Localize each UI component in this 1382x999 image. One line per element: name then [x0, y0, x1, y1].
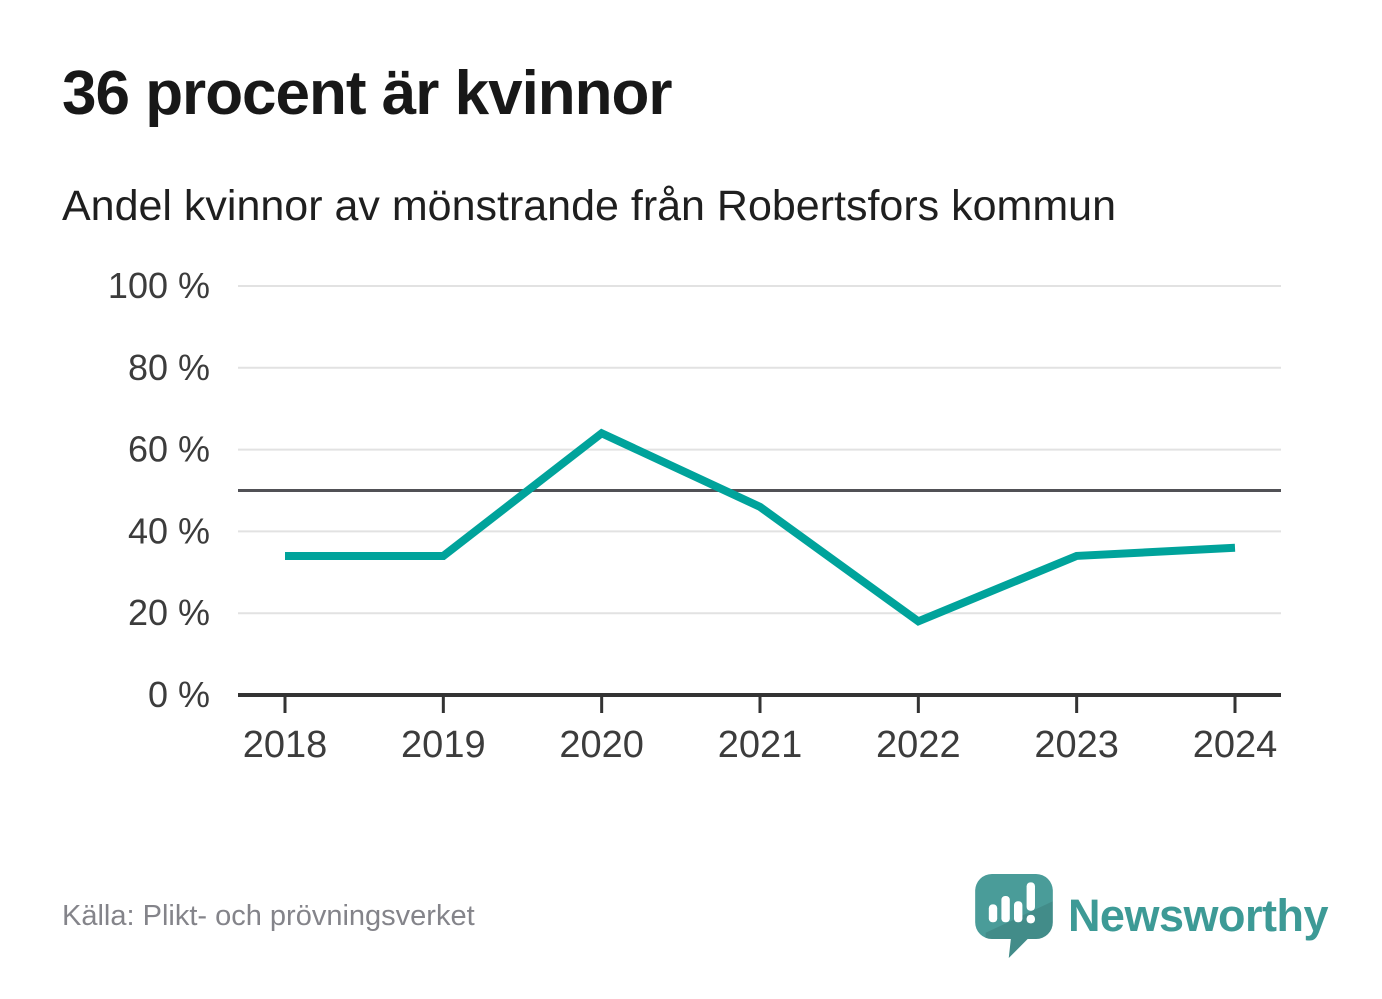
y-axis-tick-label: 60 %: [128, 429, 210, 470]
x-axis-tick-label: 2022: [876, 724, 961, 766]
newsworthy-speech-bubble-bar-chart-icon: [975, 873, 1053, 958]
data-line: [285, 428, 1236, 626]
x-axis-tick-label: 2019: [401, 724, 486, 766]
y-axis-tick-label: 20 %: [128, 592, 210, 633]
y-axis-tick-label: 100 %: [108, 265, 210, 306]
y-axis-tick-label: 0 %: [148, 674, 210, 715]
source-note: Källa: Plikt- och prövningsverket: [62, 899, 475, 932]
newsworthy-logo: Newsworthy: [975, 873, 1329, 959]
y-axis-tick-label: 80 %: [128, 347, 210, 388]
y-axis-tick-label: 40 %: [128, 510, 210, 551]
chart-footer: Källa: Plikt- och prövningsverket Newswo…: [62, 866, 1329, 966]
x-axis-tick-label: 2018: [243, 724, 328, 766]
newsworthy-wordmark: Newsworthy: [1067, 890, 1329, 941]
x-axis-tick-label: 2021: [718, 724, 803, 766]
x-axis-tick-label: 2023: [1034, 724, 1119, 766]
x-axis-tick-label: 2020: [559, 724, 644, 766]
page-title: 36 procent är kvinnor: [62, 59, 673, 128]
chart-subtitle: Andel kvinnor av mönstrande från Roberts…: [62, 182, 1116, 230]
x-axis-tick-label: 2024: [1193, 724, 1278, 766]
